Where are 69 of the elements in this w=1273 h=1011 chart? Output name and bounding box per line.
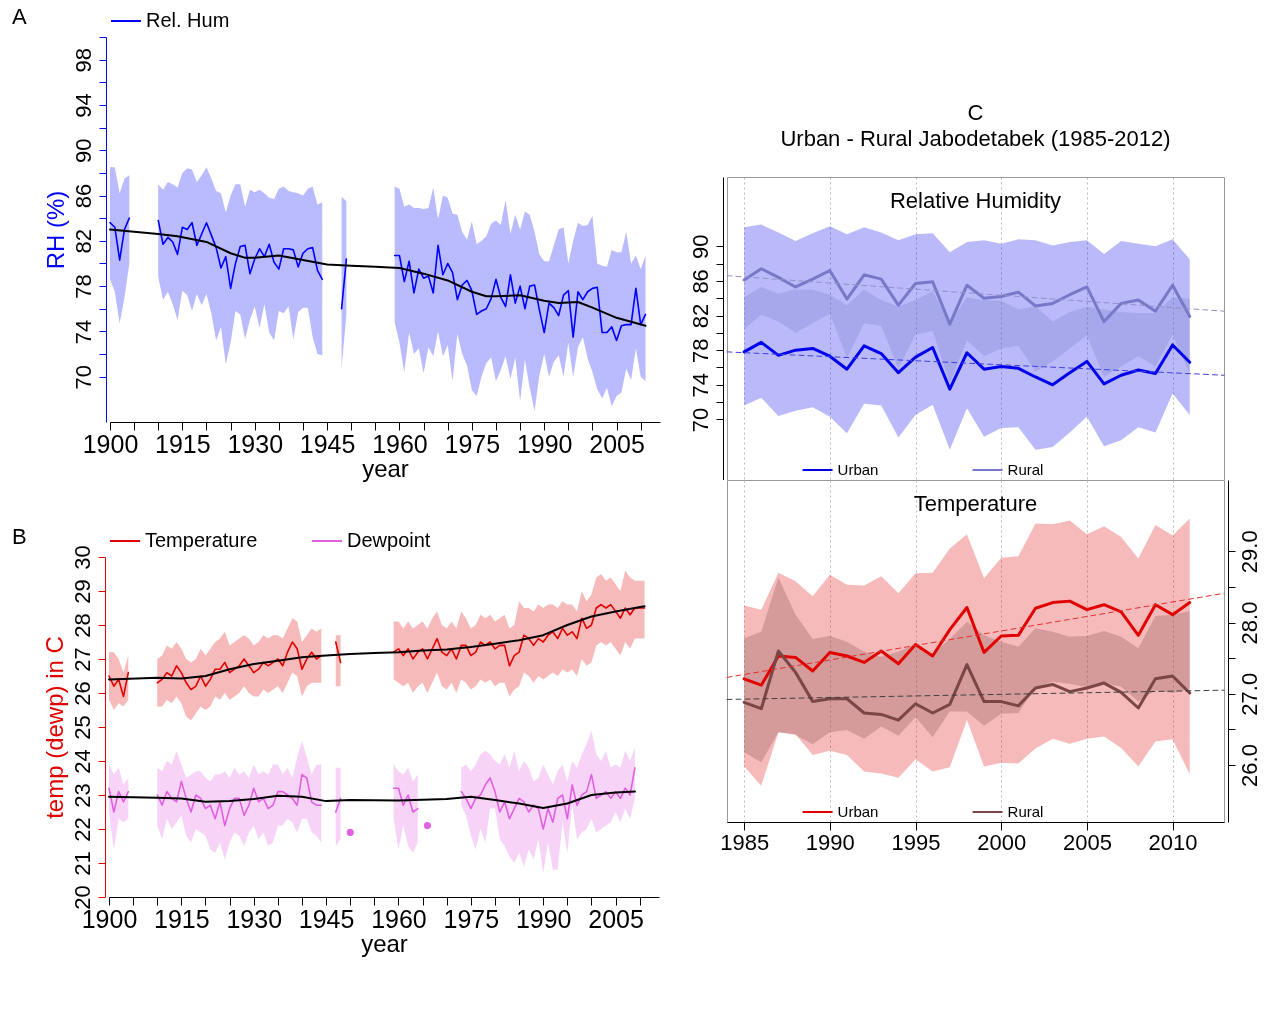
y-tick-label: 22 [69, 817, 95, 842]
x-tick-label: 1930 [227, 429, 284, 458]
x-tick-label: 1915 [154, 904, 210, 933]
legend-label: Rural [1007, 803, 1044, 820]
y-tick-label: 98 [70, 47, 96, 73]
legend-label: Rural [1007, 461, 1044, 478]
y-tick-label: 90 [70, 138, 96, 163]
x-tick-label: 1945 [299, 429, 356, 458]
x-tick-label: 1900 [82, 429, 139, 458]
y-tick-label: 94 [70, 93, 96, 118]
x-tick-label: 1985 [720, 829, 770, 855]
x-tick-label: 2005 [589, 429, 645, 458]
y-tick-label: 74 [687, 373, 713, 398]
x-tick-label: 1990 [516, 429, 573, 458]
line-series [742, 340, 1192, 391]
x-tick-label: 1995 [891, 829, 941, 855]
y-tick-label: 23 [69, 783, 95, 808]
y-tick-label: 70 [687, 407, 713, 433]
x-tick-label: 1990 [805, 829, 855, 855]
x-tick-label: 2005 [588, 904, 644, 933]
line-series [742, 599, 1192, 687]
text: C [966, 100, 985, 126]
text: Temperature [913, 491, 1038, 516]
y-tick-label: 86 [70, 183, 96, 209]
y2-tick-label: 27.0 [1236, 672, 1262, 716]
y-tick-label: 82 [687, 303, 713, 329]
line-series [108, 790, 636, 809]
legend-label: Dewpoint [347, 529, 431, 551]
text: Relative Humidity [889, 188, 1062, 213]
y-tick-label: 82 [70, 229, 96, 254]
line-series [742, 267, 1192, 326]
y-tick-label: 78 [70, 274, 96, 299]
text: Urban - Rural Jabodetabek (1985-2012) [779, 126, 1172, 152]
x-tick-label: 1975 [443, 904, 500, 933]
x-tick-label: 1990 [515, 904, 572, 933]
y-tick-label: 74 [70, 319, 96, 345]
y-tick-label: 24 [69, 749, 95, 774]
y-tick-label: 86 [687, 269, 713, 294]
y-tick-label: 27 [69, 647, 95, 672]
text: B [12, 524, 27, 550]
line-series [109, 228, 647, 327]
y2-tick-label: 26.0 [1236, 744, 1262, 787]
y-tick-label: 25 [69, 715, 95, 740]
legend-label: Rel. Hum [146, 9, 230, 31]
x-tick-label: 1930 [226, 904, 283, 933]
legend-label: Urban [837, 803, 879, 820]
legend-label: Temperature [145, 529, 258, 551]
legend-label: Urban [837, 461, 879, 478]
y-tick-label: 70 [70, 364, 96, 390]
y-axis-title: temp (dewp) in C [40, 636, 68, 819]
x-tick-label: 2010 [1148, 829, 1198, 855]
y-tick-label: 28 [69, 613, 95, 638]
y-tick-label: 21 [69, 851, 95, 876]
y-tick-label: 78 [687, 338, 713, 363]
y2-tick-label: 29.0 [1236, 530, 1262, 574]
x-tick-label: 1945 [298, 904, 355, 933]
line-series [108, 605, 646, 681]
x-tick-label: 1915 [155, 429, 211, 458]
y-axis-title: RH (%) [41, 190, 69, 270]
y2-tick-label: 28.0 [1236, 601, 1262, 645]
y-tick-label: 90 [687, 234, 713, 259]
x-tick-label: 2000 [977, 829, 1027, 855]
y-tick-label: 29 [69, 579, 95, 604]
line-series [742, 649, 1192, 722]
x-tick-label: 1975 [444, 429, 501, 458]
y-tick-label: 30 [69, 545, 95, 570]
x-tick-label: 2005 [1062, 829, 1112, 855]
text: A [12, 4, 27, 30]
y-tick-label: 26 [69, 681, 95, 706]
